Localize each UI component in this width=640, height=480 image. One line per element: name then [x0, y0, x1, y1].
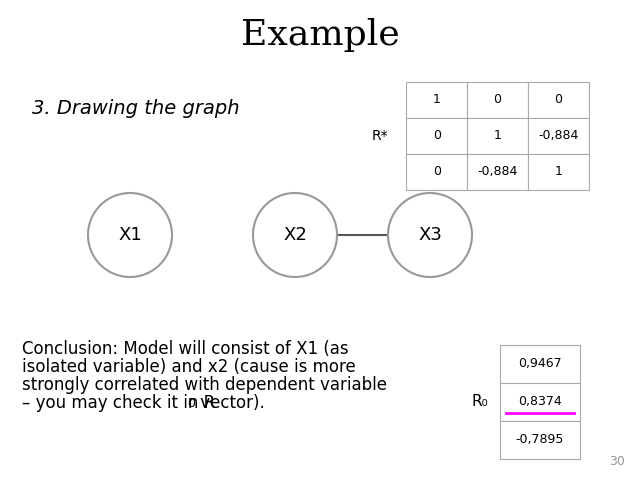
Text: 30: 30 — [609, 455, 625, 468]
Bar — [406, 118, 467, 154]
Bar — [528, 154, 589, 190]
Text: X3: X3 — [418, 226, 442, 244]
Text: 1: 1 — [493, 129, 502, 142]
Text: Conclusion: Model will consist of X1 (as: Conclusion: Model will consist of X1 (as — [22, 340, 349, 358]
Bar — [500, 383, 580, 421]
Circle shape — [88, 193, 172, 277]
Bar — [406, 154, 467, 190]
Text: 3. Drawing the graph: 3. Drawing the graph — [32, 98, 239, 118]
Bar — [467, 118, 528, 154]
Text: isolated variable) and x2 (cause is more: isolated variable) and x2 (cause is more — [22, 358, 356, 376]
Bar — [500, 345, 580, 383]
Text: R₀: R₀ — [471, 395, 488, 409]
Bar — [500, 421, 580, 459]
Circle shape — [388, 193, 472, 277]
Text: 1: 1 — [554, 165, 563, 178]
Text: 0: 0 — [433, 165, 441, 178]
Text: vector).: vector). — [195, 394, 264, 412]
Text: -0,884: -0,884 — [477, 165, 518, 178]
Text: strongly correlated with dependent variable: strongly correlated with dependent varia… — [22, 376, 387, 394]
Circle shape — [253, 193, 337, 277]
Text: X1: X1 — [118, 226, 142, 244]
Text: 0: 0 — [554, 93, 563, 106]
Bar — [467, 154, 528, 190]
Text: R*: R* — [372, 129, 388, 143]
Text: -0,7895: -0,7895 — [516, 433, 564, 446]
Text: X2: X2 — [283, 226, 307, 244]
Text: 0: 0 — [188, 397, 196, 410]
Text: 0: 0 — [493, 93, 502, 106]
Text: Example: Example — [241, 18, 399, 52]
Text: – you may check it in R: – you may check it in R — [22, 394, 215, 412]
Text: 0,9467: 0,9467 — [518, 358, 562, 371]
Text: -0,884: -0,884 — [538, 129, 579, 142]
Text: 0: 0 — [433, 129, 441, 142]
Text: 1: 1 — [433, 93, 441, 106]
Bar — [406, 82, 467, 118]
Bar — [467, 82, 528, 118]
Bar — [528, 118, 589, 154]
Bar — [528, 82, 589, 118]
Text: 0,8374: 0,8374 — [518, 396, 562, 408]
